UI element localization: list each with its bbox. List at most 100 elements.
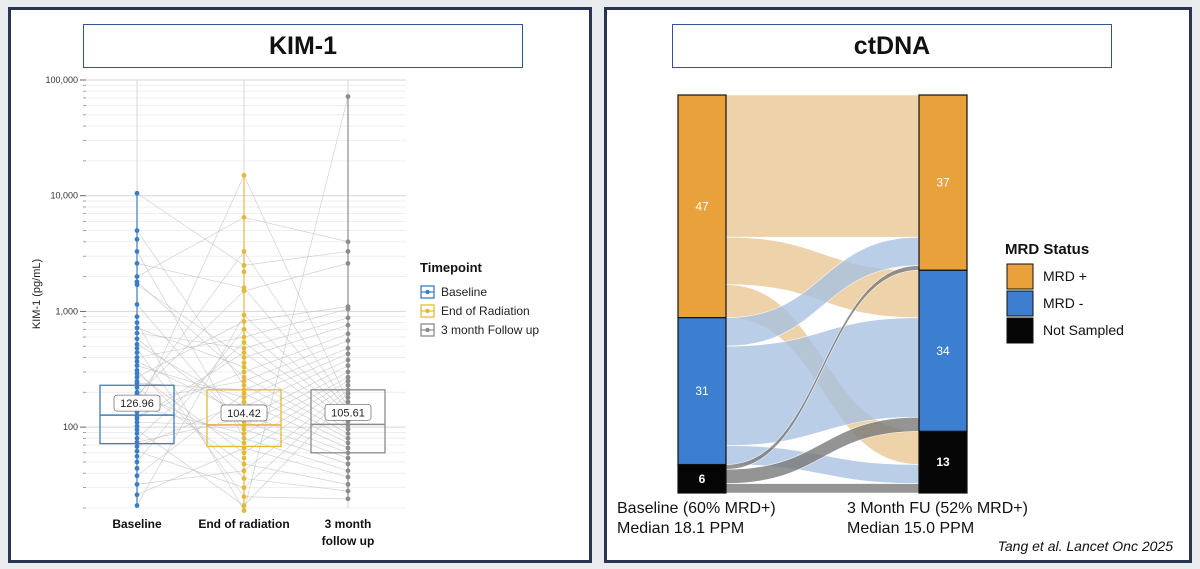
data-point: [345, 331, 351, 337]
data-point: [345, 440, 351, 446]
median-label-0: 126.96: [120, 398, 154, 410]
kim1-panel: KIM-1 100 1,000 10,000 100,000 KIM-1 (pg/mL)…: [8, 7, 592, 563]
data-point: [241, 382, 247, 388]
data-point: [241, 391, 247, 396]
data-point: [241, 269, 247, 275]
data-point: [134, 465, 140, 471]
kim1-title: KIM-1: [83, 24, 523, 68]
data-point: [345, 395, 351, 400]
data-point: [345, 338, 351, 343]
data-point: [345, 94, 351, 99]
data-point: [134, 431, 140, 436]
data-point: [241, 350, 247, 356]
followup-bar-label-1: 34: [936, 344, 950, 358]
y-tick-label: 10,000: [50, 191, 78, 201]
x-category-label-1: End of radiation: [198, 517, 289, 531]
data-point: [345, 387, 351, 393]
data-point: [345, 431, 351, 436]
y-tick-label: 100: [63, 422, 78, 432]
data-point: [134, 492, 140, 498]
data-point: [241, 461, 247, 467]
mrd-legend-swatch-0: [1006, 263, 1034, 290]
data-point: [345, 363, 351, 369]
data-point: [241, 468, 247, 474]
data-point: [241, 426, 247, 432]
data-point: [241, 249, 247, 254]
data-point: [134, 439, 140, 445]
data-point: [241, 440, 247, 446]
median-label-2: 105.61: [331, 407, 365, 419]
data-point: [345, 378, 351, 384]
data-point: [345, 422, 351, 428]
flow-ribbon: [725, 483, 920, 494]
data-point: [241, 435, 247, 441]
y-tick-label: 1,000: [55, 306, 78, 316]
data-point: [345, 382, 351, 388]
data-point: [345, 391, 351, 396]
data-point: [241, 395, 247, 400]
legend-swatch-dot-2: [425, 327, 430, 333]
data-point: [241, 364, 247, 370]
baseline-bar-label-0: 47: [695, 199, 709, 213]
baseline-bar-2: [677, 463, 727, 494]
data-point: [134, 367, 140, 373]
data-point: [241, 334, 247, 340]
mrd-legend-title: MRD Status: [1005, 241, 1089, 258]
data-point: [241, 445, 247, 451]
data-point: [345, 322, 351, 328]
ctdna-alluvial-chart: 47 31 6 37 34 13 MRD Status MRD + MRD - Not Sampl…: [677, 94, 1124, 494]
baseline-bar-1: [677, 317, 727, 466]
data-point: [241, 508, 247, 513]
mrd-legend-entry-1: MRD -: [1043, 295, 1084, 311]
data-point: [134, 423, 140, 429]
data-point: [241, 262, 247, 268]
data-point: [241, 360, 247, 366]
data-point: [134, 236, 140, 242]
baseline-caption: Baseline (60% MRD+) Median 18.1 PPM: [617, 499, 776, 539]
data-point: [134, 345, 140, 351]
data-point: [345, 239, 351, 245]
followup-bar-0: [918, 94, 968, 271]
data-point: [241, 450, 247, 456]
data-point: [345, 450, 351, 456]
data-point: [134, 274, 140, 279]
data-point: [134, 363, 140, 369]
data-point: [134, 380, 140, 386]
data-point: [241, 455, 247, 461]
data-point: [134, 282, 140, 288]
data-point: [241, 345, 247, 351]
median-label-box-1: [220, 404, 268, 422]
data-point: [241, 369, 247, 375]
data-point: [345, 468, 351, 474]
data-point: [134, 459, 140, 465]
data-point: [134, 314, 140, 320]
mrd-legend-swatch-2: [1006, 317, 1034, 344]
patient-trajectory-line: [136, 192, 349, 266]
data-point: [345, 357, 351, 363]
followup-bar-1: [918, 269, 968, 433]
data-point: [241, 214, 247, 220]
data-point: [134, 435, 140, 441]
data-point: [134, 228, 140, 233]
data-point: [345, 445, 351, 451]
data-point: [134, 385, 140, 390]
kim1-chart: 100 1,000 10,000 100,000 KIM-1 (pg/mL) 126.96…: [31, 75, 539, 548]
baseline-caption-line2: Median 18.1 PPM: [617, 520, 745, 537]
median-label-box-2: [324, 403, 372, 421]
data-point: [345, 306, 351, 312]
data-point: [345, 496, 351, 502]
data-point: [134, 416, 140, 422]
data-point: [345, 474, 351, 480]
data-point: [241, 399, 247, 405]
data-point: [134, 355, 140, 360]
data-point: [134, 320, 140, 326]
data-point: [134, 503, 140, 508]
data-point: [345, 399, 351, 405]
followup-bar-label-0: 37: [936, 176, 950, 190]
median-label-box-0: [113, 394, 161, 412]
data-point: [241, 476, 247, 481]
legend-swatch-dot-1: [425, 308, 430, 314]
baseline-caption-line1: Baseline (60% MRD+): [617, 500, 776, 517]
data-point: [345, 461, 351, 467]
followup-caption-line2: Median 15.0 PPM: [847, 520, 975, 537]
